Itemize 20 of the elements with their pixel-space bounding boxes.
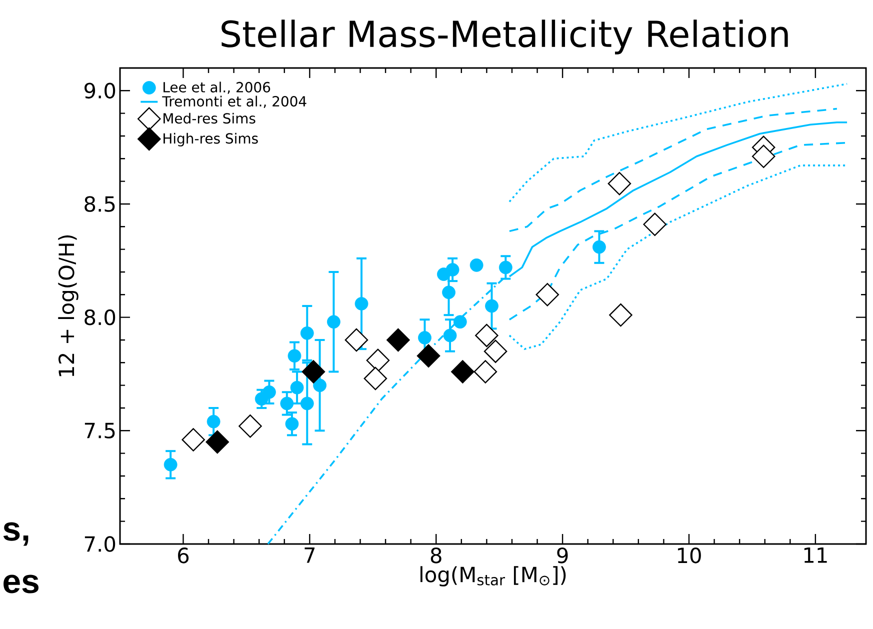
text: es bbox=[4, 574, 38, 594]
y-tick-label: 7.5 bbox=[84, 422, 115, 438]
legend-label: Tremonti et al., 2004 bbox=[162, 96, 306, 108]
y-tick-label: 7.0 bbox=[84, 536, 116, 552]
y-tick-label: 8.5 bbox=[84, 196, 115, 212]
chart-title: Stellar Mass-Metallicity Relation bbox=[222, 20, 788, 54]
y-tick-label: 8.0 bbox=[84, 309, 116, 326]
legend-label: Lee et al., 2006 bbox=[164, 82, 270, 94]
text: s, bbox=[3, 522, 28, 546]
x-tick-label: 8 bbox=[430, 548, 442, 564]
y-tick-label: 9.0 bbox=[84, 82, 116, 99]
x-tick-label: 7 bbox=[304, 548, 315, 563]
x-tick-label: 11 bbox=[804, 548, 827, 563]
legend-label: Med-res Sims bbox=[164, 112, 256, 124]
x-tick-label: 6 bbox=[178, 548, 189, 564]
legend-label: High-res Sims bbox=[164, 132, 258, 146]
x-tick-label: 10 bbox=[678, 548, 701, 564]
x-axis-title: log(M$_{star}$ [M$_{⊙}$]) bbox=[420, 566, 566, 586]
y-axis-title: 12 + log(O/H) bbox=[58, 235, 78, 376]
x-tick-label: 9 bbox=[557, 548, 568, 564]
